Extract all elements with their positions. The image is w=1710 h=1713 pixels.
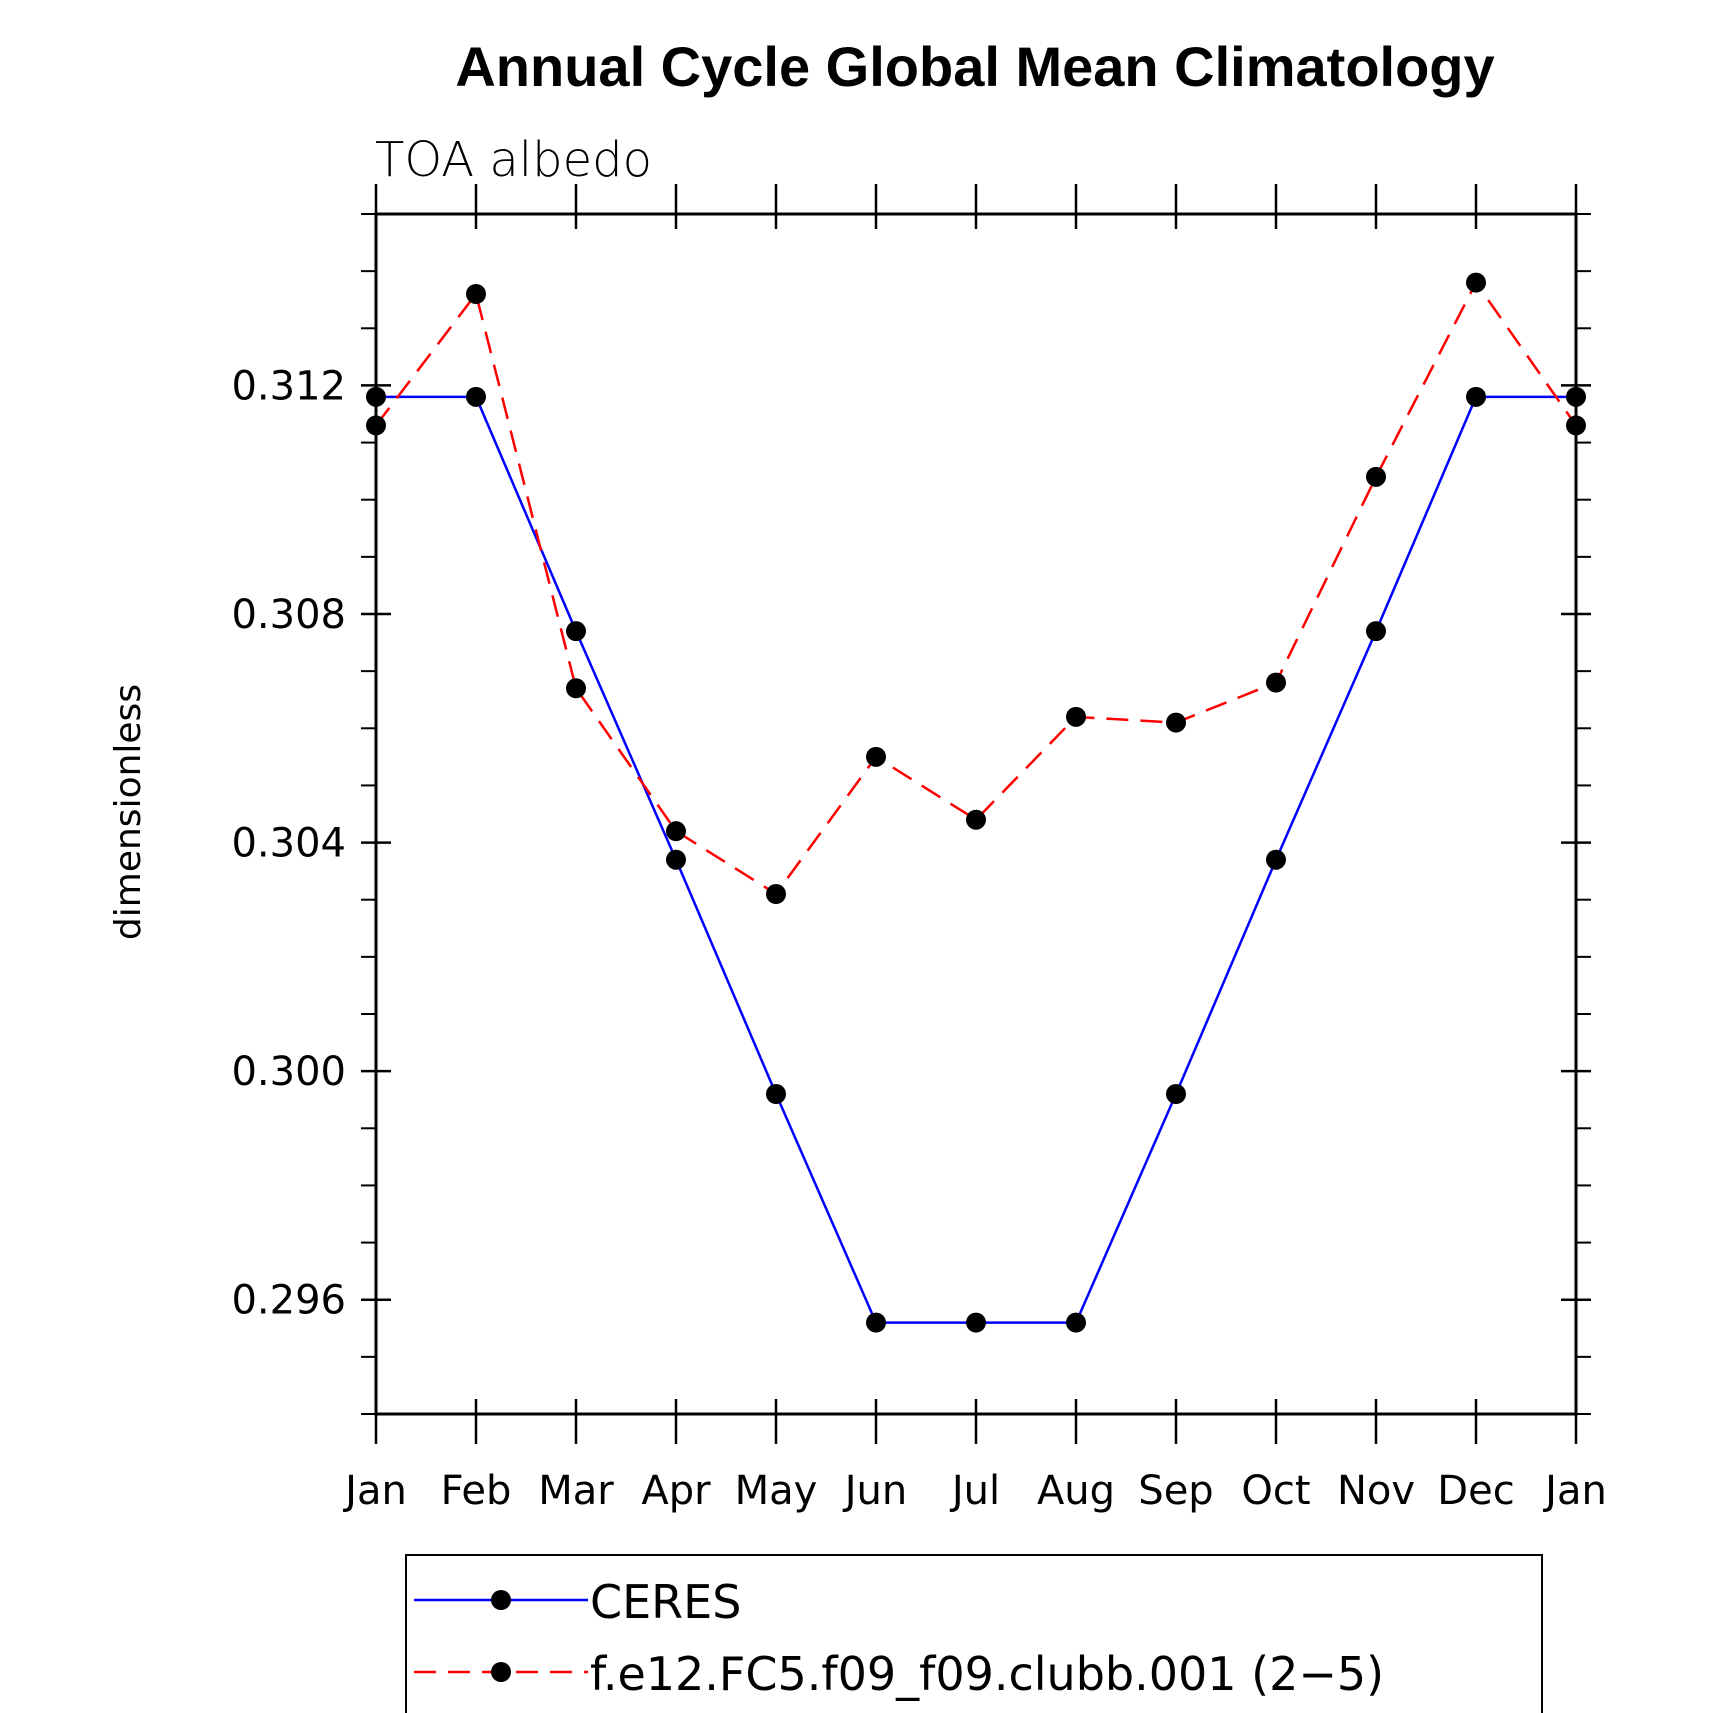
y-axis-label: dimensionless <box>108 684 149 940</box>
x-tick-label-9: Oct <box>1241 1468 1310 1514</box>
y-tick-label-3: 0.308 <box>231 592 346 638</box>
series-1-point-10 <box>1366 466 1386 487</box>
series-0-point-7 <box>1066 1312 1086 1333</box>
series-0-point-1 <box>466 386 486 407</box>
series-1-point-3 <box>666 821 686 842</box>
y-tick-label-0: 0.296 <box>231 1278 346 1324</box>
series-1-point-9 <box>1266 672 1286 693</box>
plot-frame <box>374 212 1578 1416</box>
series-layer <box>366 272 1586 1333</box>
series-0-point-2 <box>566 621 586 642</box>
y-tick-label-1: 0.300 <box>231 1049 346 1095</box>
legend-box <box>405 1554 1543 1713</box>
series-0-point-8 <box>1166 1084 1186 1104</box>
y-tick-label-4: 0.312 <box>231 363 346 409</box>
x-tick-label-3: Apr <box>641 1468 711 1514</box>
x-tick-label-6: Jul <box>949 1468 1000 1514</box>
series-1-point-8 <box>1166 712 1186 733</box>
x-tick-label-2: Mar <box>538 1468 614 1514</box>
series-line-1 <box>375 280 1578 896</box>
legend-label-model: f.e12.FC5.f09_f09.clubb.001 (2−5) <box>590 1647 1384 1701</box>
y-tick-labels: 0.296 0.300 0.304 0.308 0.312 <box>231 363 346 1323</box>
series-0-point-11 <box>1466 386 1486 407</box>
series-0-point-3 <box>666 849 686 870</box>
series-1-point-11 <box>1466 272 1486 293</box>
series-1-point-4 <box>766 884 786 904</box>
legend-marker-model <box>491 1662 511 1682</box>
series-1-point-5 <box>866 746 886 767</box>
x-tick-labels: Jan Feb Mar Apr May Jun Jul Aug Sep Oct Nov Dec Jan <box>342 1468 1607 1514</box>
x-tick-label-8: Sep <box>1138 1468 1213 1514</box>
series-0-point-4 <box>766 1084 786 1104</box>
x-tick-label-12: Jan <box>1542 1468 1607 1514</box>
series-0-point-10 <box>1366 621 1386 642</box>
legend: CERES f.e12.FC5.f09_f09.clubb.001 (2−5) <box>405 1554 1543 1713</box>
series-0-point-5 <box>866 1312 886 1333</box>
x-tick-label-5: Jun <box>842 1468 908 1514</box>
series-0-point-6 <box>966 1312 986 1333</box>
chart-subtitle: TOA albedo <box>375 132 652 188</box>
axis-ticks <box>361 184 1591 1444</box>
legend-marker-ceres <box>491 1590 511 1610</box>
x-tick-label-10: Nov <box>1337 1468 1415 1514</box>
series-0-point-9 <box>1266 849 1286 870</box>
series-line-0 <box>376 395 1576 1324</box>
series-1-point-6 <box>966 809 986 830</box>
series-1-point-2 <box>566 678 586 699</box>
chart-title: Annual Cycle Global Mean Climatology <box>455 35 1494 98</box>
x-tick-label-7: Aug <box>1037 1468 1115 1514</box>
series-1-point-7 <box>1066 706 1086 727</box>
series-1-point-1 <box>466 284 486 304</box>
x-tick-label-0: Jan <box>342 1468 407 1514</box>
x-tick-label-1: Feb <box>441 1468 512 1514</box>
y-tick-label-2: 0.304 <box>231 821 346 867</box>
x-tick-label-4: May <box>735 1468 818 1514</box>
legend-label-ceres: CERES <box>590 1575 741 1629</box>
x-tick-label-11: Dec <box>1437 1468 1514 1514</box>
